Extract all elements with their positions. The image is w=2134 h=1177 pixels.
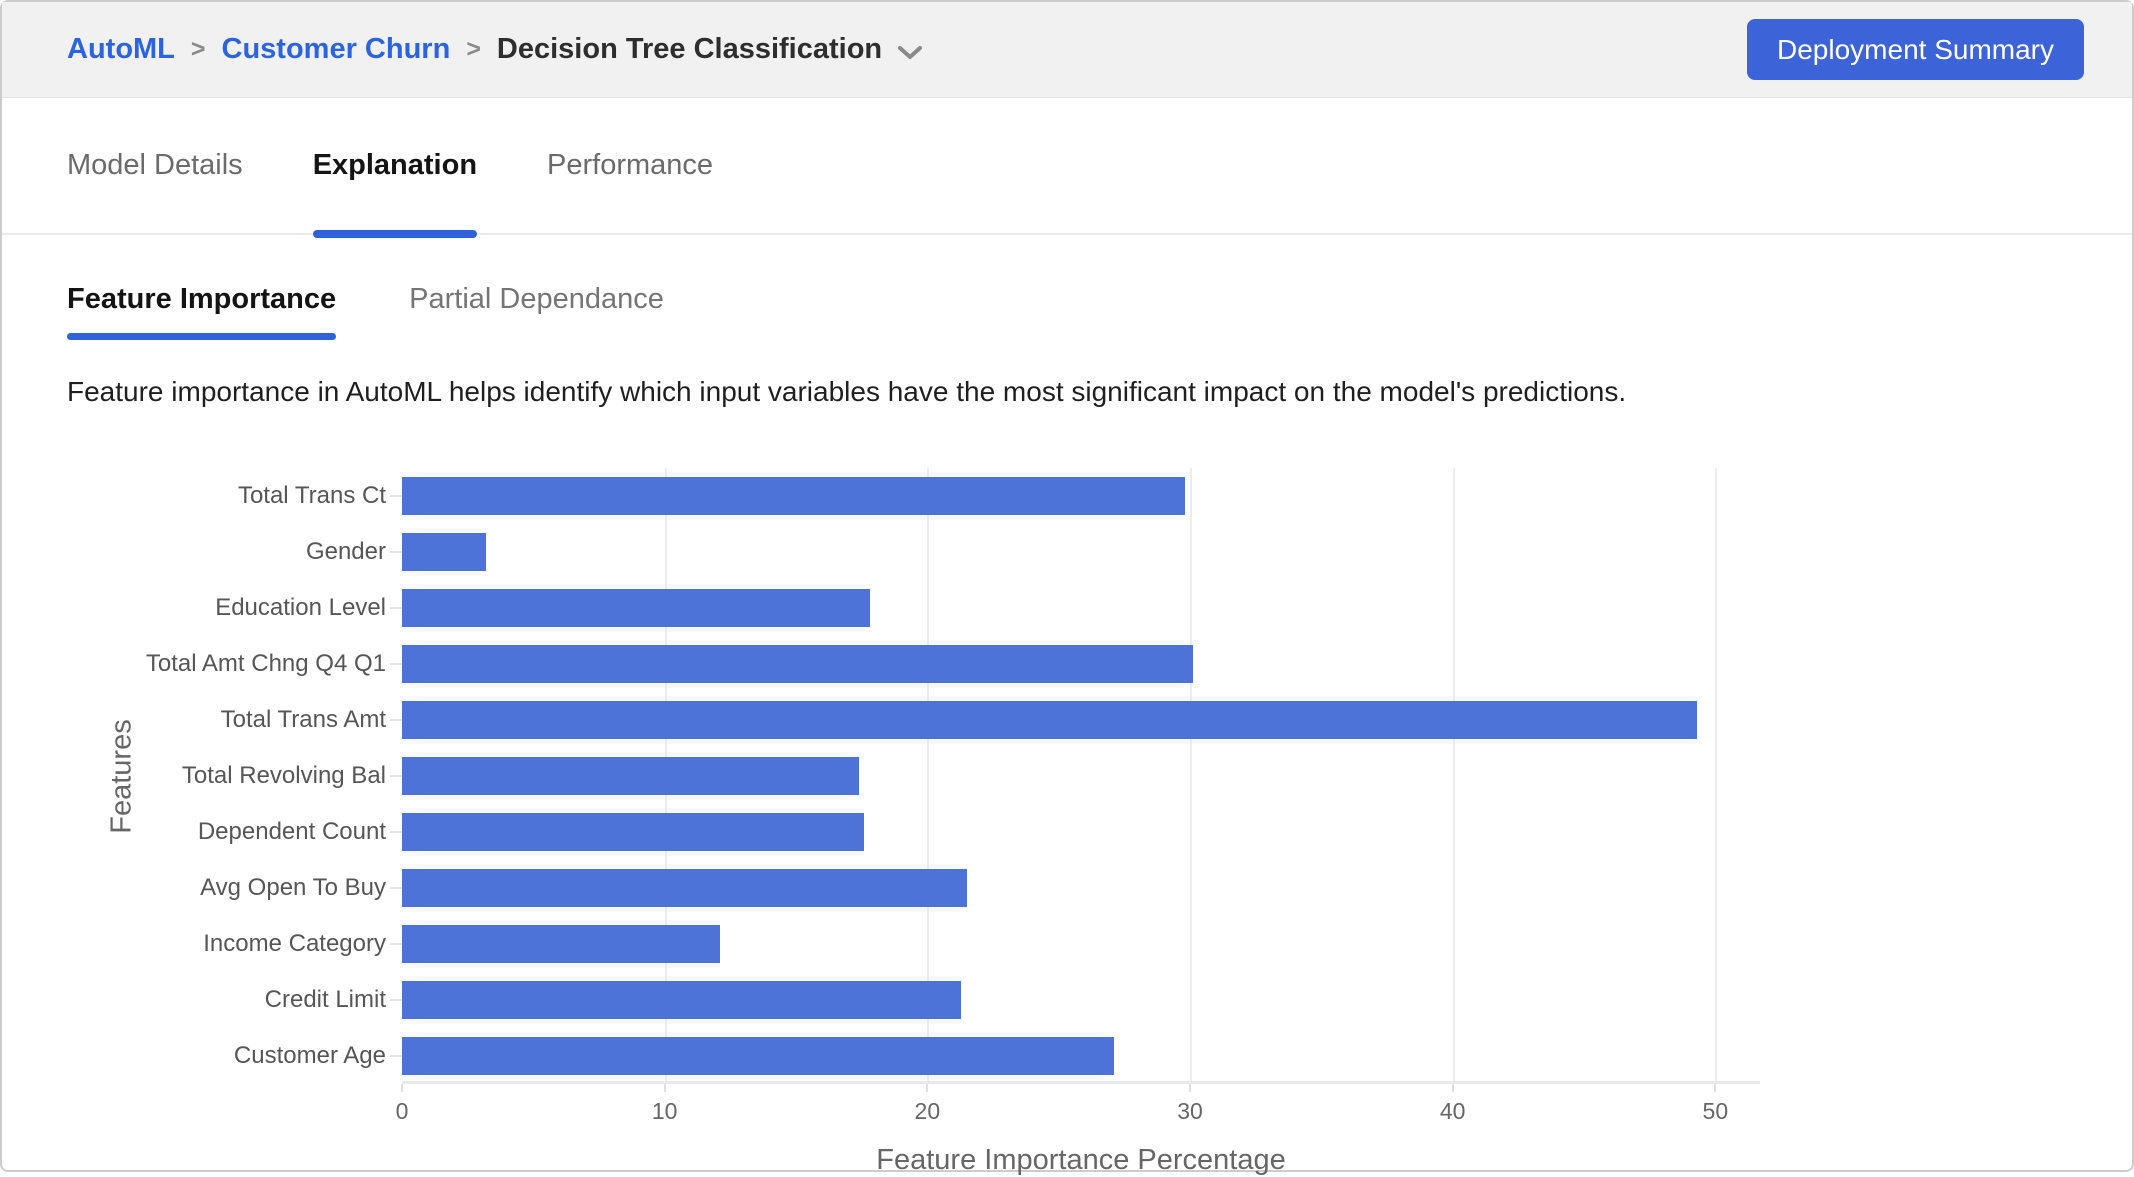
y-axis-label-total-amt-chng-q4-q1: Total Amt Chng Q4 Q1 bbox=[145, 650, 386, 677]
gridline-30 bbox=[1190, 468, 1192, 1081]
bar-credit-limit bbox=[402, 981, 962, 1019]
gridline-40 bbox=[1452, 468, 1455, 1081]
gridline-50 bbox=[1715, 468, 1718, 1081]
deployment-summary-button[interactable]: Deployment Summary bbox=[1747, 19, 2084, 80]
y-axis-label-avg-open-to-buy: Avg Open To Buy bbox=[200, 874, 386, 901]
bar-gender bbox=[402, 533, 487, 571]
x-tick-mark-0 bbox=[401, 1084, 403, 1092]
y-axis-label-education-level: Education Level bbox=[215, 594, 386, 621]
x-tick-mark-30 bbox=[1189, 1084, 1191, 1092]
bar-row-dependent-count bbox=[390, 804, 1760, 860]
x-tick-label-30: 30 bbox=[1177, 1098, 1203, 1124]
y-axis-label-total-trans-amt: Total Trans Amt bbox=[220, 706, 386, 733]
bar-row-income-category bbox=[390, 916, 1760, 972]
y-axis-label-customer-age: Customer Age bbox=[233, 1042, 386, 1069]
subtab-partial-dependance[interactable]: Partial Dependance bbox=[409, 283, 664, 315]
bar-row-customer-age bbox=[390, 1028, 1760, 1084]
y-axis-label-dependent-count: Dependent Count bbox=[197, 818, 386, 845]
bar-total-revolving-bal bbox=[402, 757, 860, 795]
y-axis-title: Features bbox=[105, 718, 138, 834]
bar-row-gender bbox=[390, 524, 1760, 580]
x-tick-label-20: 20 bbox=[914, 1098, 941, 1124]
y-axis-labels: Total Trans Ct Gender Education Level Total… bbox=[145, 468, 402, 1177]
bar-row-credit-limit bbox=[390, 972, 1760, 1028]
x-tick-mark-20 bbox=[926, 1084, 929, 1092]
bar-total-trans-ct bbox=[402, 477, 1185, 515]
breadcrumb: AutoML > Customer Churn > Decision Tree Clas… bbox=[67, 33, 923, 66]
bar-avg-open-to-buy bbox=[402, 869, 967, 907]
x-tick-label-0: 0 bbox=[395, 1098, 409, 1124]
breadcrumb-separator: > bbox=[190, 35, 206, 63]
x-tick-label-50: 50 bbox=[1702, 1098, 1729, 1124]
breadcrumb-item-automl[interactable]: AutoML bbox=[67, 33, 175, 65]
bar-income-category bbox=[402, 925, 720, 963]
bar-row-avg-open-to-buy bbox=[390, 860, 1760, 916]
gridline-20 bbox=[927, 468, 930, 1081]
tab-explanation[interactable]: Explanation bbox=[312, 98, 478, 238]
bar-total-amt-chng-q4-q1 bbox=[402, 645, 1193, 683]
bar-education-level bbox=[402, 589, 870, 627]
x-axis-ticks: 0 10 20 30 40 50 bbox=[396, 1084, 1760, 1128]
bar-row-total-revolving-bal bbox=[390, 748, 1760, 804]
y-axis-label-total-trans-ct: Total Trans Ct bbox=[237, 482, 386, 509]
top-header: AutoML > Customer Churn > Decision Tree Clas… bbox=[2, 2, 2132, 98]
x-tick-mark-10 bbox=[663, 1084, 666, 1092]
breadcrumb-items: AutoML > Customer Churn > Decision Tree Clas… bbox=[67, 33, 882, 66]
x-tick-label-10: 10 bbox=[651, 1098, 678, 1124]
y-axis-label-credit-limit: Credit Limit bbox=[264, 986, 386, 1013]
subtab-feature-importance[interactable]: Feature Importance bbox=[67, 283, 337, 340]
y-axis-label-total-revolving-bal: Total Revolving Bal bbox=[181, 762, 386, 789]
x-tick-mark-40 bbox=[1451, 1084, 1454, 1092]
feature-importance-chart: Features Total Trans Ct Gender Education L… bbox=[97, 468, 2132, 1177]
chevron-down-icon[interactable] bbox=[898, 45, 923, 60]
bar-dependent-count bbox=[402, 813, 865, 851]
tab-performance[interactable]: Performance bbox=[547, 149, 714, 181]
y-axis-label-income-category: Income Category bbox=[203, 930, 386, 957]
bar-row-total-trans-ct bbox=[390, 468, 1760, 524]
main-tabs: Model Details Explanation Performance bbox=[2, 98, 2132, 238]
plot-column: 0 10 20 30 40 50 Feature Importance Percentag… bbox=[390, 468, 1760, 1177]
bar-customer-age bbox=[402, 1037, 1114, 1075]
bar-row-education-level bbox=[390, 580, 1760, 636]
y-axis-label-gender: Gender bbox=[305, 538, 386, 565]
plot-area bbox=[390, 468, 1760, 1092]
explanation-subtabs: Feature Importance Partial Dependance bbox=[2, 283, 2132, 340]
bar-row-total-trans-amt bbox=[390, 692, 1760, 748]
breadcrumb-separator: > bbox=[466, 35, 481, 63]
breadcrumb-item-decision-tree-classification[interactable]: Decision Tree Classification bbox=[496, 33, 883, 65]
bar-total-trans-amt bbox=[402, 701, 1697, 739]
x-axis-title: Feature Importance Percentage bbox=[876, 1144, 1286, 1176]
x-tick-label-40: 40 bbox=[1439, 1098, 1466, 1124]
x-tick-mark-50 bbox=[1714, 1084, 1717, 1092]
tab-model-details[interactable]: Model Details bbox=[67, 149, 243, 181]
breadcrumb-item-customer-churn[interactable]: Customer Churn bbox=[221, 33, 451, 65]
bar-row-total-amt-chng-q4-q1 bbox=[390, 636, 1760, 692]
feature-importance-description: Feature importance in AutoML helps ident… bbox=[67, 376, 1627, 407]
y-axis-title-col: Features bbox=[97, 468, 147, 1084]
